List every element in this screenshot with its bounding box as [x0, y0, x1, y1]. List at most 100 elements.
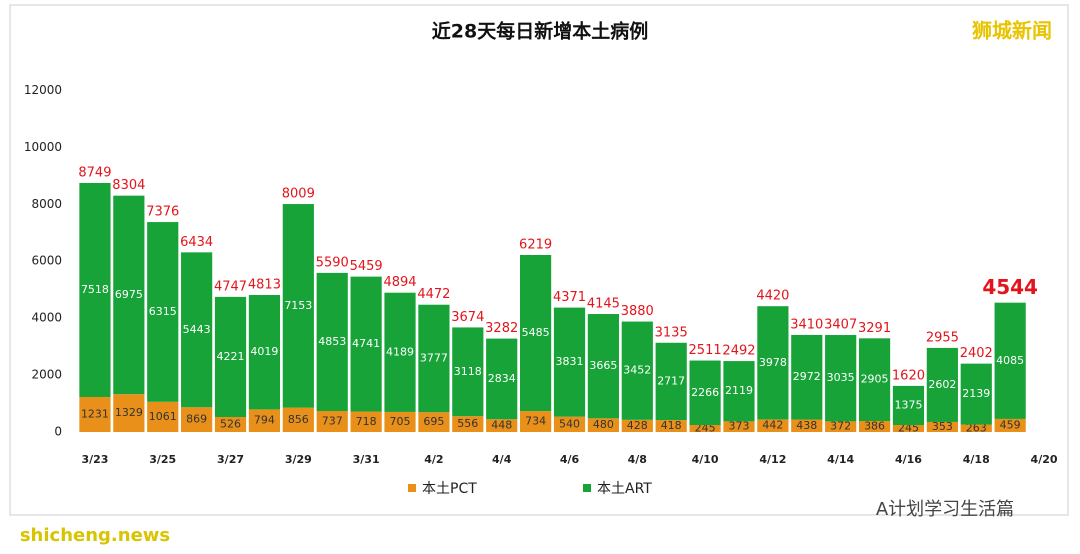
- y-tick-label: 2000: [31, 368, 62, 382]
- segment-label: 4853: [318, 335, 346, 348]
- segment-label: 373: [728, 420, 749, 433]
- segment-label: 734: [525, 415, 546, 428]
- y-tick-label: 12000: [24, 83, 62, 97]
- total-label: 4145: [587, 297, 620, 312]
- segment-label: 2139: [962, 387, 990, 400]
- segment-label: 2717: [657, 374, 685, 387]
- segment-label: 3777: [420, 351, 448, 364]
- segment-label: 540: [559, 417, 580, 430]
- total-label: 7376: [146, 205, 179, 220]
- total-label: 3410: [790, 317, 823, 332]
- bar-segment: [892, 425, 925, 432]
- total-label: 5590: [316, 255, 349, 270]
- x-tick-label: 4/4: [492, 453, 512, 466]
- segment-label: 695: [423, 415, 444, 428]
- bar-segment: [350, 411, 382, 432]
- segment-label: 556: [457, 417, 478, 430]
- total-label: 2492: [722, 344, 755, 359]
- total-label: 6434: [180, 235, 213, 250]
- bar-segment: [214, 296, 247, 418]
- bar-segment: [282, 407, 314, 432]
- x-tick-label: 3/23: [81, 453, 108, 466]
- segment-label: 448: [491, 419, 512, 432]
- segment-label: 2972: [793, 370, 821, 383]
- x-tick-label: 4/20: [1031, 453, 1058, 466]
- segment-label: 6315: [149, 305, 177, 318]
- x-tick-label: 3/29: [285, 453, 312, 466]
- x-tick-label: 4/18: [963, 453, 990, 466]
- total-label: 4813: [248, 278, 281, 293]
- segment-label: 428: [627, 419, 648, 432]
- segment-label: 4221: [217, 350, 245, 363]
- bar-segment: [825, 421, 857, 432]
- total-label: 6219: [519, 237, 552, 252]
- bar-segment: [621, 321, 653, 420]
- segment-label: 705: [390, 415, 411, 428]
- bar-segment: [757, 306, 789, 420]
- segment-label: 7153: [284, 299, 312, 312]
- segment-label: 1231: [81, 407, 109, 420]
- total-label: 3674: [451, 310, 484, 325]
- total-label: 3282: [485, 321, 518, 336]
- bar-segment: [553, 416, 586, 432]
- x-tick-label: 4/10: [692, 453, 719, 466]
- y-tick-label: 4000: [31, 311, 62, 325]
- y-tick-label: 10000: [24, 140, 62, 154]
- segment-label: 459: [1000, 418, 1021, 431]
- legend-swatch: [583, 484, 591, 492]
- chart-title: 近28天每日新增本土病例: [432, 20, 648, 43]
- bar-segment: [452, 416, 484, 432]
- footer-note: A计划学习生活篇: [876, 499, 1014, 520]
- segment-label: 718: [356, 415, 377, 428]
- segment-label: 4085: [996, 354, 1024, 367]
- segment-label: 869: [186, 413, 207, 426]
- bar-segment: [452, 327, 484, 417]
- segment-label: 1375: [894, 398, 922, 411]
- segment-label: 418: [661, 419, 682, 432]
- segment-label: 737: [322, 415, 343, 428]
- x-tick-label: 3/27: [217, 453, 244, 466]
- bar-segment: [655, 420, 687, 432]
- bar-segment: [350, 276, 382, 412]
- bar-segment: [994, 418, 1026, 432]
- segment-label: 372: [830, 420, 851, 433]
- bar-segment: [587, 314, 619, 419]
- bar-segment: [791, 419, 823, 432]
- total-label: 2955: [926, 330, 959, 345]
- bar-segment: [248, 295, 281, 410]
- segment-label: 5485: [522, 326, 550, 339]
- bar-segment: [486, 338, 518, 420]
- bar-segment: [79, 396, 111, 432]
- y-tick-label: 0: [54, 425, 62, 439]
- total-label: 3135: [655, 325, 688, 340]
- bar-segment: [520, 411, 552, 432]
- segment-label: 5443: [183, 323, 211, 336]
- segment-label: 4189: [386, 345, 414, 358]
- bar-segment: [181, 252, 213, 408]
- total-label: 4420: [756, 289, 789, 304]
- bar-segment: [520, 254, 552, 412]
- bar-segment: [486, 419, 518, 432]
- x-tick-label: 4/8: [628, 453, 647, 466]
- bar-segment: [587, 418, 619, 432]
- total-label: 8304: [112, 178, 145, 193]
- segment-label: 2266: [691, 386, 719, 399]
- segment-label: 3118: [454, 365, 482, 378]
- bar-segment: [926, 347, 958, 422]
- bar-segment: [316, 272, 348, 412]
- segment-label: 3035: [827, 371, 855, 384]
- total-label: 4371: [553, 290, 586, 305]
- total-label: 2402: [960, 346, 993, 361]
- segment-label: 4019: [250, 345, 278, 358]
- x-tick-label: 4/12: [759, 453, 786, 466]
- total-label: 2511: [689, 343, 722, 358]
- bar-segment: [113, 394, 145, 432]
- bar-segment: [858, 338, 891, 422]
- x-tick-label: 4/6: [560, 453, 580, 466]
- segment-label: 794: [254, 414, 275, 427]
- bar-segment: [147, 222, 179, 402]
- x-tick-label: 4/14: [827, 453, 854, 466]
- x-tick-label: 4/16: [895, 453, 922, 466]
